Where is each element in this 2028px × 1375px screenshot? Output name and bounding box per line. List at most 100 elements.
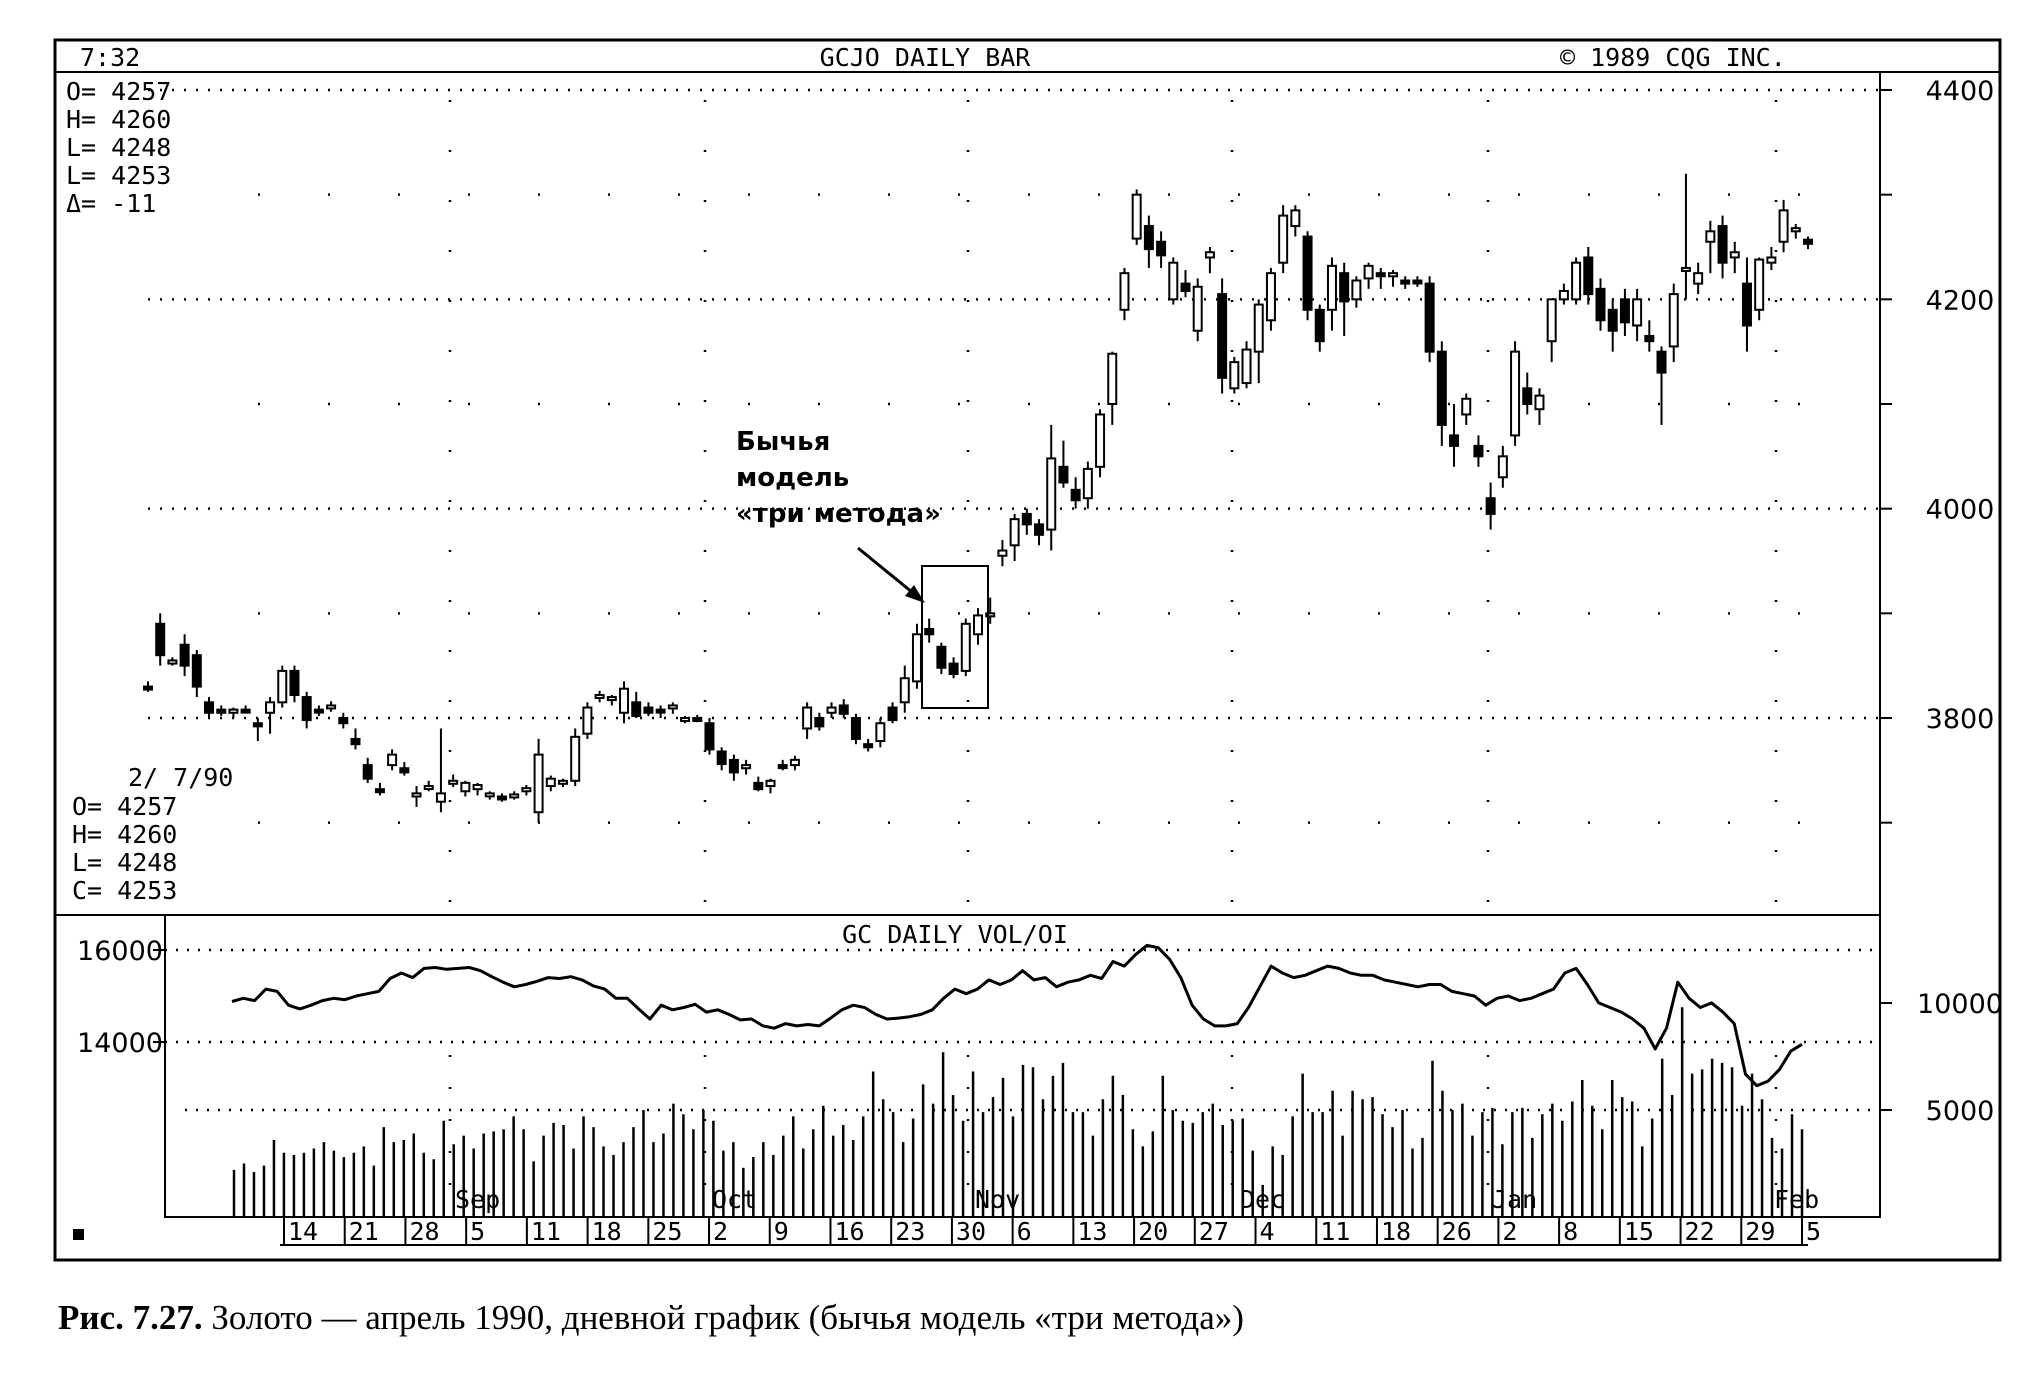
- candle: [765, 778, 776, 794]
- candle-body-down: [374, 788, 385, 794]
- annotation-arrowhead: [905, 585, 925, 603]
- candle: [1595, 278, 1606, 331]
- date-label-7: 2: [713, 1217, 728, 1246]
- readout-top-high: H= 4260: [66, 105, 171, 134]
- open-interest-polyline: [231, 943, 1803, 1088]
- header-time: 7:32: [80, 43, 140, 72]
- candle: [533, 738, 544, 823]
- candle: [1131, 189, 1142, 245]
- candle-body-up: [423, 785, 434, 791]
- candle: [997, 540, 1008, 567]
- date-label-2: 28: [409, 1217, 439, 1246]
- month-label-jan: Jan: [1492, 1185, 1537, 1214]
- candle: [1680, 173, 1691, 300]
- candle: [1546, 298, 1557, 363]
- candle: [1156, 231, 1167, 268]
- candle: [326, 701, 337, 712]
- candle-body-down: [704, 722, 715, 751]
- candle-body-down: [155, 622, 166, 657]
- candle: [1058, 440, 1069, 488]
- candle-body-down: [1485, 497, 1496, 515]
- candle-body-up: [1510, 350, 1521, 437]
- candle: [1180, 270, 1191, 298]
- candle-body-down: [924, 628, 935, 636]
- candle: [1314, 304, 1325, 352]
- candle-body-down: [1583, 256, 1594, 296]
- date-label-25: 5: [1806, 1217, 1821, 1246]
- candle-body-up: [875, 722, 886, 743]
- candle: [338, 712, 349, 729]
- candle: [594, 690, 605, 703]
- candle: [558, 778, 568, 788]
- candle-body-up: [606, 696, 617, 702]
- candle: [887, 702, 898, 724]
- candle: [1693, 262, 1704, 295]
- candle: [716, 747, 727, 771]
- candle: [924, 618, 935, 643]
- candle-body-up: [521, 787, 532, 793]
- candle-body-up: [448, 779, 459, 785]
- candle-body-down: [655, 708, 666, 714]
- candle-body-up: [1107, 352, 1118, 406]
- candle: [472, 782, 483, 796]
- candle-body-up: [582, 706, 593, 735]
- candle-body-up: [765, 779, 776, 788]
- candle-body-down: [643, 706, 654, 714]
- candle: [1510, 341, 1521, 446]
- price-axis-label-4000: 4000: [1926, 495, 1995, 526]
- candle-body-down: [1607, 308, 1618, 332]
- date-label-16: 4: [1260, 1217, 1275, 1246]
- candle: [606, 694, 617, 706]
- candle-body-up: [667, 704, 678, 710]
- candle: [1009, 513, 1020, 561]
- candle: [802, 702, 813, 739]
- candle-body-down: [753, 781, 764, 791]
- candle-body-up: [1632, 298, 1643, 327]
- candle-body-down: [728, 758, 739, 774]
- readout-bottom-date: 2/ 7/90: [128, 763, 233, 792]
- candle-body-down: [1656, 350, 1667, 374]
- candle: [1534, 388, 1545, 425]
- candle: [631, 691, 642, 718]
- candle: [704, 718, 715, 755]
- candle-body-up: [741, 764, 752, 770]
- candle: [1424, 276, 1435, 363]
- readout-bottom-open: O= 4257: [72, 792, 177, 821]
- candle: [1217, 278, 1228, 394]
- candle-body-up: [1668, 293, 1679, 348]
- candle-body-down: [1034, 523, 1045, 536]
- readout-top-low: L= 4248: [66, 133, 171, 162]
- candle-body-down: [313, 708, 324, 714]
- volume-axis-label-10000: 10000: [1917, 989, 2003, 1020]
- candle: [667, 702, 678, 714]
- readout-top-last: L= 4253: [66, 161, 171, 190]
- candle-body-up: [1790, 227, 1801, 233]
- header-title: GCJO DAILY BAR: [820, 43, 1032, 72]
- open-interest-line: [231, 943, 1803, 1088]
- candle: [680, 715, 691, 724]
- candle: [484, 791, 495, 800]
- annotation-line-3: «три метода»: [736, 499, 941, 529]
- candle-body-up: [960, 622, 971, 672]
- candle: [191, 649, 202, 698]
- candle: [1143, 215, 1154, 268]
- month-label-feb: Feb: [1774, 1185, 1819, 1214]
- candle: [411, 786, 422, 807]
- candle: [1302, 231, 1313, 321]
- chart-frame: [53, 38, 2002, 1262]
- candle-body-up: [680, 717, 691, 722]
- candle: [252, 718, 263, 742]
- candle-body-up: [594, 693, 605, 699]
- candle: [155, 613, 166, 666]
- date-label-17: 11: [1320, 1217, 1350, 1246]
- candle: [240, 705, 251, 714]
- candle: [1571, 257, 1582, 305]
- candle-body-up: [789, 758, 800, 767]
- candle: [1522, 372, 1533, 415]
- candle: [1021, 508, 1032, 535]
- candle: [399, 761, 410, 776]
- date-label-8: 9: [774, 1217, 789, 1246]
- status-indicator: [73, 1229, 84, 1240]
- candle: [204, 697, 215, 718]
- candle: [1412, 276, 1423, 287]
